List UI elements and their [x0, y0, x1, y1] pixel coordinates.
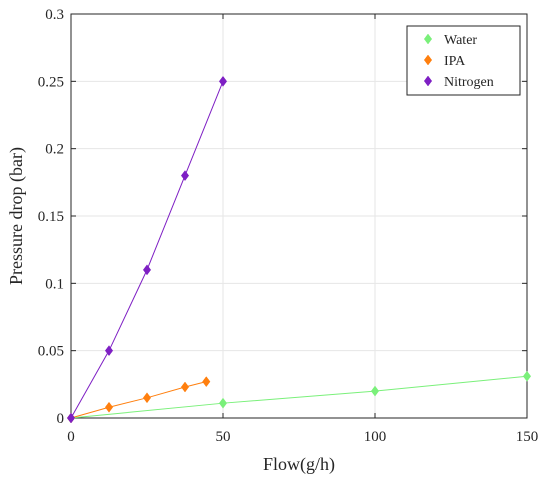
legend-marker [423, 75, 433, 87]
data-point [104, 401, 114, 413]
x-tick-label: 100 [364, 429, 387, 445]
axes: 0 50 100 150 0 0.05 0.1 0.15 0.2 0.25 0.3 [38, 7, 539, 445]
series-water [66, 370, 532, 424]
legend: Water IPA Nitrogen [406, 25, 521, 96]
legend-entry: Water [444, 33, 477, 48]
data-point [142, 392, 152, 404]
data-point [218, 75, 228, 87]
legend-marker [423, 33, 433, 45]
series-line [70, 81, 224, 419]
data-point [370, 385, 380, 397]
series-nitrogen [66, 75, 228, 424]
y-tick-label: 0.3 [45, 7, 64, 23]
x-tick-label: 150 [516, 429, 539, 445]
y-tick-label: 0.1 [45, 276, 64, 292]
data-point [218, 397, 228, 409]
y-axis-label: Pressure drop (bar) [6, 147, 27, 285]
y-tick-label: 0.2 [45, 142, 64, 158]
series-line [70, 375, 528, 419]
y-tick-label: 0.05 [38, 344, 64, 360]
x-tick-label: 0 [67, 429, 75, 445]
data-point [202, 376, 211, 388]
data-point [180, 170, 190, 182]
y-tick-label: 0 [57, 411, 65, 427]
x-axis-label: Flow(g/h) [263, 454, 335, 475]
data-point [522, 370, 532, 382]
legend-entry: Nitrogen [444, 75, 494, 90]
legend-entry: IPA [444, 54, 466, 69]
data-point [180, 381, 190, 393]
data-point [66, 412, 76, 424]
plot-series [66, 75, 532, 424]
y-tick-label: 0.15 [38, 209, 64, 225]
legend-marker [423, 54, 433, 66]
y-tick-label: 0.25 [38, 74, 64, 90]
x-tick-label: 50 [216, 429, 231, 445]
data-point [104, 345, 114, 357]
data-point [142, 264, 152, 276]
